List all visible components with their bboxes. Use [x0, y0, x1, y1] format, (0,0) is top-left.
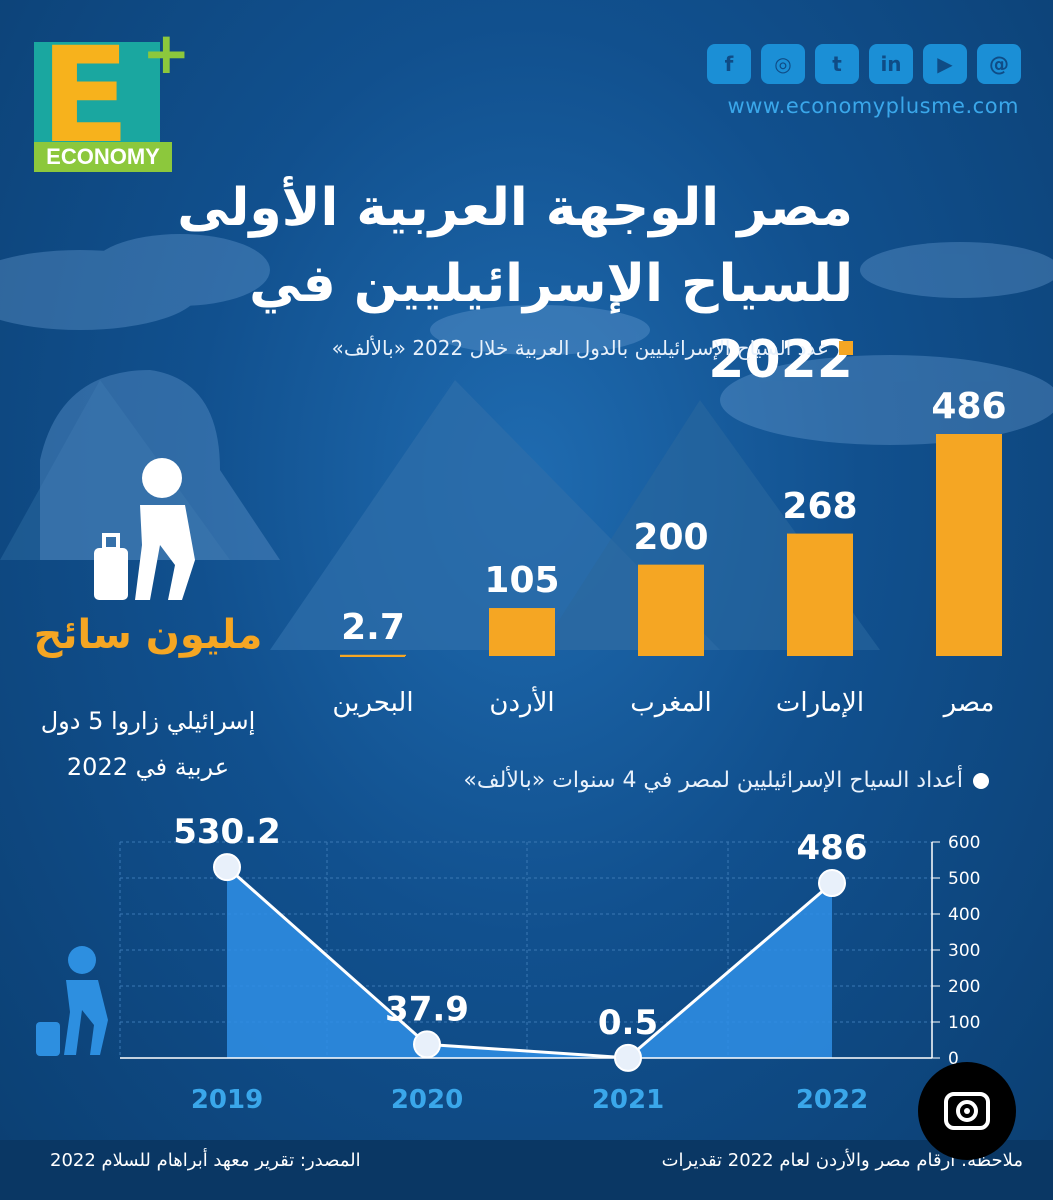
facebook-icon[interactable]: f — [707, 44, 751, 84]
footer-source: المصدر: تقرير معهد أبراهام للسلام 2022 — [50, 1150, 361, 1171]
legend-square-icon — [839, 341, 853, 355]
footer-note: ملاحظة: أرقام مصر والأردن لعام 2022 تقدي… — [661, 1150, 1023, 1171]
logo-plus: + — [142, 19, 191, 87]
bar-value-label: 268 — [782, 485, 858, 527]
y-tick-label: 100 — [948, 1013, 980, 1033]
x-tick-label: 2021 — [592, 1085, 664, 1115]
data-value-label: 37.9 — [385, 989, 469, 1029]
area-chart: 0 100 200 300 400 500 600 530.2 2019 37.9 2020 0.5 2… — [119, 812, 980, 1115]
y-tick-label: 0 — [948, 1049, 959, 1069]
title-line-1: مصر الوجهة العربية الأولى — [177, 178, 853, 238]
lens-button[interactable] — [918, 1062, 1016, 1160]
bar-chart-title: عدد السياح الإسرائيليين بالدول العربية خ… — [331, 336, 829, 360]
data-point — [614, 1043, 642, 1072]
x-tick-label: 2020 — [391, 1085, 463, 1115]
area-fill — [227, 867, 832, 1058]
bar-chart-legend: عدد السياح الإسرائيليين بالدول العربية خ… — [332, 336, 853, 360]
social-links: f ◎ t in ▶ @ — [707, 44, 1021, 84]
data-point — [213, 853, 241, 882]
twitter-icon[interactable]: t — [815, 44, 859, 84]
instagram-icon[interactable]: ◎ — [761, 44, 805, 84]
bar-chart — [340, 434, 1002, 656]
bar-value-label: 2.7 — [341, 606, 405, 648]
bar-category-label: مصر — [943, 688, 995, 718]
y-tick-label: 200 — [948, 977, 980, 997]
area-chart-legend: أعداد السياح الإسرائيليين لمصر في 4 سنوا… — [463, 768, 989, 793]
youtube-icon[interactable]: ▶ — [923, 44, 967, 84]
camera-icon — [944, 1092, 990, 1130]
data-value-label: 486 — [797, 828, 868, 868]
bar-value-label: 200 — [633, 516, 709, 558]
traveler-icon-small — [36, 946, 108, 1056]
page-title: مصر الوجهة العربية الأولى للسياح الإسرائ… — [133, 170, 853, 398]
clouds-illustration — [0, 234, 1053, 445]
traveler-icon-large — [94, 458, 195, 600]
logo-letter: E — [40, 19, 131, 173]
bar-category-label: الإمارات — [775, 688, 865, 718]
area-chart-title: أعداد السياح الإسرائيليين لمصر في 4 سنوا… — [463, 768, 963, 793]
data-value-label: 0.5 — [598, 1003, 658, 1043]
y-tick-label: 600 — [948, 833, 980, 853]
x-tick-label: 2022 — [796, 1085, 868, 1115]
y-tick-label: 400 — [948, 905, 980, 925]
data-value-label: 530.2 — [173, 812, 281, 852]
footer-bar — [0, 1140, 1053, 1200]
bar-0 — [936, 434, 1002, 656]
legend-dot-icon — [973, 772, 989, 789]
threads-icon[interactable]: @ — [977, 44, 1021, 84]
linkedin-icon[interactable]: in — [869, 44, 913, 84]
bar-category-label: الأردن — [489, 688, 555, 718]
side-description: إسرائيلي زاروا 5 دول عربية في 2022 — [28, 698, 268, 790]
bar-value-label: 105 — [484, 560, 560, 602]
bar-category-label: البحرين — [332, 688, 414, 718]
logo-word: ECONOMY — [34, 142, 172, 172]
data-point — [818, 869, 846, 898]
y-tick-label: 500 — [948, 869, 980, 889]
bar-value-label: 486 — [931, 386, 1007, 427]
data-point — [413, 1030, 441, 1059]
bar-3 — [489, 608, 555, 656]
bar-1 — [787, 533, 853, 656]
website-link[interactable]: www.economyplusme.com — [727, 94, 1019, 118]
side-desc-line-2: عربية في 2022 — [66, 753, 230, 781]
side-desc-line-1: إسرائيلي زاروا 5 دول — [40, 707, 256, 735]
series-line — [226, 866, 833, 1060]
x-tick-label: 2019 — [191, 1085, 263, 1115]
side-headline: مليون سائح — [33, 612, 263, 658]
economy-logo[interactable]: E + ECONOMY — [34, 19, 191, 180]
bar-2 — [638, 564, 704, 656]
y-tick-label: 300 — [948, 941, 980, 961]
title-line-2: للسياح الإسرائيليين في 2022 — [249, 254, 853, 390]
bar-category-label: المغرب — [630, 688, 712, 718]
